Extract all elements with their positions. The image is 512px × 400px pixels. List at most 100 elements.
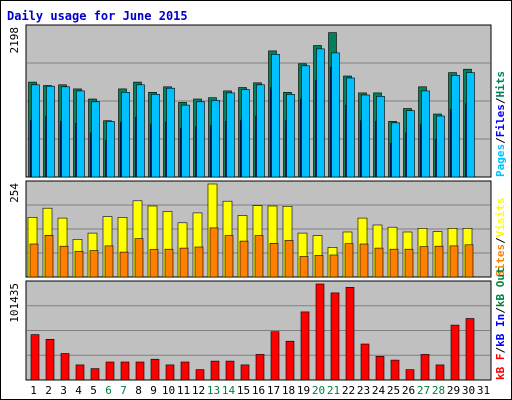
bar-kb-kb-f: [405, 369, 415, 381]
bar-kb-kb-f: [345, 286, 355, 381]
x-tick-label: 14: [222, 384, 236, 397]
bar-hits-pages: [271, 53, 280, 178]
legend-kbf-label: kB F: [494, 354, 507, 381]
panel-hits-legend: Pages/Files/Hits: [494, 71, 507, 177]
bar-visits-sites: [59, 245, 69, 278]
bar-hits-pages: [391, 122, 400, 178]
bar-kb-kb-f: [195, 369, 205, 381]
x-tick-label: 8: [135, 384, 142, 397]
bar-hits-pages: [31, 84, 40, 178]
bar-hits-pages: [301, 65, 310, 178]
bar-visits-sites: [344, 243, 354, 278]
bar-visits-sites: [419, 246, 429, 278]
bar-kb-kb-f: [90, 368, 100, 381]
legend-files-label: Files: [494, 104, 507, 137]
x-tick-label: 24: [372, 384, 386, 397]
bar-visits-sites: [179, 247, 189, 278]
bar-visits-sites: [224, 235, 234, 278]
bar-visits-sites: [299, 256, 309, 278]
bar-kb-kb-f: [60, 353, 70, 381]
bar-visits-sites: [329, 254, 339, 278]
legend-kbout-label: kB Out: [494, 267, 507, 307]
x-tick-label: 17: [267, 384, 280, 397]
legend-separator: /: [494, 237, 507, 244]
legend-hits-label: Hits: [494, 71, 507, 98]
x-tick-label: 12: [192, 384, 205, 397]
bar-hits-pages: [376, 96, 385, 178]
bar-kb-kb-f: [120, 361, 130, 381]
bar-hits-pages: [136, 84, 145, 178]
bar-hits-pages: [421, 90, 430, 178]
legend-kbin-label: kB In: [494, 314, 507, 347]
bar-hits-pages: [121, 92, 130, 178]
x-tick-label: 27: [417, 384, 430, 397]
bar-visits-sites: [374, 247, 384, 278]
x-tick-label: 25: [387, 384, 400, 397]
bar-hits-pages: [406, 110, 415, 178]
bar-kb-kb-f: [165, 364, 175, 381]
bar-visits-sites: [209, 227, 219, 278]
bar-kb-kb-f: [180, 361, 190, 381]
bar-kb-kb-f: [360, 343, 370, 381]
bar-visits-sites: [194, 246, 204, 278]
bar-visits-sites: [89, 250, 99, 278]
bar-kb-kb-f: [210, 360, 220, 381]
bar-kb-kb-f: [315, 283, 325, 381]
bar-visits-sites: [29, 243, 39, 278]
bar-visits-sites: [389, 248, 399, 278]
bar-kb-kb-f: [225, 360, 235, 381]
bar-kb-kb-f: [270, 331, 280, 381]
bar-hits-pages: [151, 94, 160, 178]
bar-visits-sites: [359, 243, 369, 278]
x-tick-label: 2: [45, 384, 52, 397]
bar-hits-pages: [91, 101, 100, 178]
x-tick-label: 4: [75, 384, 82, 397]
x-tick-label: 31: [477, 384, 490, 397]
bar-kb-kb-f: [45, 338, 55, 381]
bar-visits-sites: [149, 249, 159, 278]
x-tick-label: 1: [30, 384, 37, 397]
panel-kb-legend: kB F/kB In/kB Out: [494, 267, 507, 380]
x-tick-label: 29: [447, 384, 460, 397]
bar-visits-sites: [404, 248, 414, 278]
bar-visits-sites: [134, 238, 144, 278]
bar-kb-kb-f: [330, 292, 340, 381]
x-tick-label: 7: [120, 384, 127, 397]
x-tick-label: 22: [342, 384, 355, 397]
bar-hits-pages: [286, 94, 295, 178]
bar-visits-sites: [449, 245, 459, 278]
x-tick-label: 3: [60, 384, 67, 397]
bar-kb-kb-f: [300, 311, 310, 381]
chart-title: Daily usage for June 2015: [7, 9, 188, 23]
bar-visits-sites: [239, 240, 249, 278]
x-tick-label: 11: [177, 384, 190, 397]
bar-hits-pages: [346, 77, 355, 178]
bar-hits-pages: [61, 86, 70, 178]
bar-kb-kb-f: [420, 354, 430, 381]
bar-visits-sites: [314, 255, 324, 278]
bar-kb-kb-f: [135, 361, 145, 381]
legend-pages-label: Pages: [494, 144, 507, 177]
bar-kb-kb-f: [435, 364, 445, 381]
panel-visits-legend: Sites/Visits: [494, 198, 507, 278]
bar-visits-sites: [104, 245, 114, 278]
bar-kb-kb-f: [105, 361, 115, 381]
bar-visits-sites: [434, 245, 444, 278]
bar-hits-pages: [76, 90, 85, 178]
bar-hits-pages: [106, 121, 115, 178]
bar-visits-sites: [74, 251, 84, 278]
panel-kb-max-label: 101435: [8, 283, 21, 323]
bar-hits-pages: [166, 87, 175, 178]
bar-hits-pages: [361, 94, 370, 178]
x-tick-label: 16: [252, 384, 265, 397]
x-tick-label: 18: [282, 384, 295, 397]
legend-separator: /: [494, 137, 507, 144]
legend-sites-label: Sites: [494, 244, 507, 277]
bar-hits-pages: [211, 100, 220, 178]
bar-visits-sites: [119, 251, 129, 278]
x-tick-label: 15: [237, 384, 250, 397]
legend-visits-label: Visits: [494, 198, 507, 238]
bar-kb-kb-f: [255, 354, 265, 381]
